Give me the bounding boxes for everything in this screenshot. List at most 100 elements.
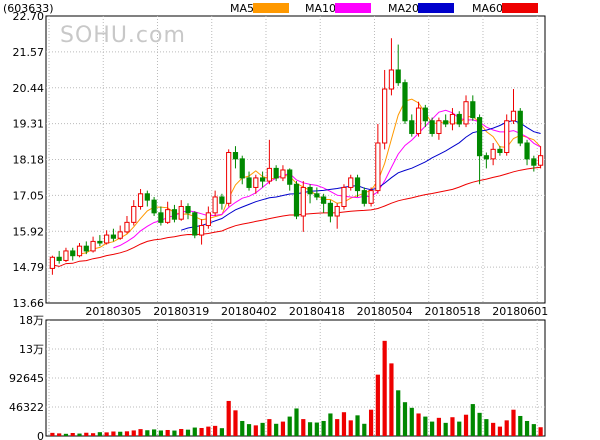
candle-body xyxy=(104,234,110,244)
candle-body xyxy=(246,177,252,188)
legend-swatch-ma5 xyxy=(253,3,289,13)
volume-bar xyxy=(152,429,157,436)
date-label: 20180305 xyxy=(85,305,141,318)
price-tick-label: 13.66 xyxy=(13,297,45,310)
date-label: 20180504 xyxy=(357,305,413,318)
volume-bar xyxy=(274,423,279,436)
candle-body xyxy=(395,69,401,84)
candle xyxy=(70,247,76,261)
candle-body xyxy=(280,169,286,179)
candle xyxy=(375,123,381,194)
candle-body xyxy=(219,196,225,204)
volume-bar xyxy=(348,420,353,436)
candle-body xyxy=(436,120,442,134)
candle-body xyxy=(524,142,530,160)
volume-bar xyxy=(423,416,428,436)
volume-bar xyxy=(219,428,225,436)
volume-bar xyxy=(463,414,469,436)
candle xyxy=(185,203,191,220)
candle-body xyxy=(287,169,293,185)
candle-body xyxy=(239,158,245,179)
candle-body xyxy=(429,120,435,134)
candle-body xyxy=(382,88,388,144)
candle-body xyxy=(63,250,69,261)
volume-bar xyxy=(436,417,441,436)
legend-label-ma5: MA5 xyxy=(230,2,254,15)
legend-label-ma20: MA20 xyxy=(388,2,419,15)
candle-body xyxy=(56,256,62,261)
candle-body xyxy=(490,148,496,160)
candle-body xyxy=(341,186,347,207)
candle-body xyxy=(144,193,150,201)
volume-tick-label: 46322 xyxy=(9,401,44,414)
candle xyxy=(436,117,442,140)
candle xyxy=(124,216,130,234)
candle-body xyxy=(178,205,184,220)
volume-bar xyxy=(118,431,123,436)
stock-code: (603633) xyxy=(3,2,54,15)
candle-body xyxy=(388,69,395,90)
ma-line-ma20 xyxy=(181,119,541,231)
volume-bar xyxy=(396,390,401,436)
candle xyxy=(321,193,327,213)
candle-body xyxy=(497,148,503,154)
price-tick-label: 20.44 xyxy=(13,82,45,95)
volume-bar xyxy=(226,400,231,436)
volume-bar xyxy=(450,417,455,436)
volume-bar xyxy=(199,427,204,436)
candle xyxy=(83,241,89,255)
volume-bar xyxy=(321,420,326,436)
candle-body xyxy=(538,155,544,166)
candle xyxy=(361,187,367,207)
candle xyxy=(402,79,408,124)
legend-label-ma60: MA60 xyxy=(472,2,503,15)
candle-body xyxy=(476,117,483,157)
candle xyxy=(422,104,428,128)
candle xyxy=(151,196,157,217)
candle xyxy=(97,235,103,247)
candle xyxy=(531,155,537,172)
volume-bar xyxy=(294,408,299,436)
candle xyxy=(246,171,252,191)
watermark: SOHU.com xyxy=(60,23,186,48)
volume-tick-label: 18万 xyxy=(19,314,44,327)
price-tick-label: 21.57 xyxy=(13,46,45,59)
candle-body xyxy=(124,221,130,233)
candle xyxy=(334,203,340,229)
volume-bar xyxy=(314,422,319,436)
volume-bar xyxy=(409,407,414,436)
candle xyxy=(415,101,422,137)
volume-bar xyxy=(213,425,218,436)
candle-body xyxy=(212,196,218,214)
volume-bar xyxy=(504,420,509,436)
candle-body xyxy=(49,256,55,269)
volume-tick-label: 92645 xyxy=(9,372,44,385)
volume-bar xyxy=(335,419,340,436)
candle-body xyxy=(334,205,340,217)
volume-bar xyxy=(172,430,177,436)
price-tick-label: 18.18 xyxy=(13,154,45,167)
candle xyxy=(327,200,334,223)
candle-body xyxy=(422,107,428,122)
volume-bar xyxy=(145,430,150,436)
candle-body xyxy=(171,209,178,220)
volume-bar xyxy=(389,363,394,436)
volume-bar xyxy=(518,415,523,436)
candle xyxy=(266,139,272,185)
candle-body xyxy=(266,167,272,182)
price-tick-label: 19.31 xyxy=(13,118,45,131)
volume-bar xyxy=(477,412,482,436)
price-tick-label: 15.92 xyxy=(13,225,45,238)
candle xyxy=(232,146,239,169)
volume-bar xyxy=(240,420,245,436)
legend-swatch-ma20 xyxy=(418,3,454,13)
candle xyxy=(253,174,259,194)
candle xyxy=(429,117,435,137)
candle-body xyxy=(483,155,489,160)
candle xyxy=(171,204,178,223)
volume-bar xyxy=(138,429,143,436)
volume-bar xyxy=(267,419,272,436)
candle-body xyxy=(415,107,422,134)
candle-body xyxy=(348,177,354,188)
volume-bar xyxy=(50,432,55,436)
